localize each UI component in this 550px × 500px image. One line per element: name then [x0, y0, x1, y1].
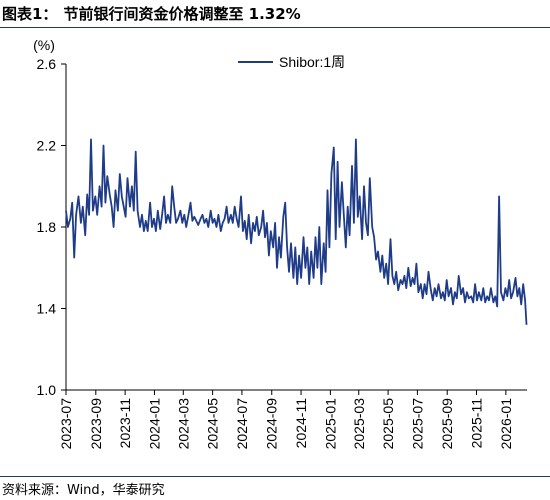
- x-tick-label: 2025-09: [439, 398, 455, 450]
- x-tick-label: 2024-01: [146, 398, 162, 450]
- series-line-shibor-1w: [65, 138, 528, 325]
- line-chart: 1.01.41.82.22.6 2023-07 2023-09 2023-11 202…: [33, 37, 528, 450]
- x-tick-label: 2023-09: [88, 398, 104, 450]
- x-tick-label: 2026-01: [498, 398, 514, 450]
- title-divider: [0, 27, 550, 28]
- x-tick-label: 2025-05: [380, 398, 396, 450]
- chart-legend: Shibor:1周: [238, 54, 345, 70]
- x-tick-label: 2024-03: [175, 398, 191, 450]
- y-tick-label: 1.4: [37, 301, 57, 317]
- y-axis-unit-label: (%): [33, 37, 55, 53]
- x-tick-label: 2024-05: [205, 398, 221, 450]
- x-tick-label: 2025-07: [409, 398, 425, 450]
- footer-divider: [0, 476, 550, 477]
- figure-label: 图表1：: [2, 5, 58, 23]
- x-tick-label: 2025-03: [351, 398, 367, 450]
- x-tick-label: 2025-11: [469, 398, 485, 449]
- x-tick-labels: 2023-07 2023-09 2023-11 2024-01 2024-03 2024-…: [58, 398, 514, 450]
- x-tick-label: 2025-01: [322, 398, 338, 450]
- x-tick-label: 2024-07: [234, 398, 250, 450]
- y-tick-label: 1.0: [37, 382, 57, 398]
- x-tick-label: 2024-09: [264, 398, 280, 450]
- x-tick-label: 2024-11: [293, 398, 309, 449]
- y-tick-labels: 1.0 1.4 1.8 2.2 2.6: [37, 56, 57, 398]
- y-tick-label: 2.6: [37, 56, 57, 72]
- legend-label-shibor-1w: Shibor:1周: [279, 54, 345, 70]
- figure-title-text: 节前银行间资金价格调整至 1.32%: [63, 5, 301, 23]
- y-tick-label: 1.8: [37, 219, 57, 235]
- y-tick-label: 2.2: [37, 138, 57, 154]
- chart-axes: [61, 63, 527, 395]
- x-tick-label: 2023-07: [58, 398, 74, 450]
- figure-title: 图表1： 节前银行间资金价格调整至 1.32%: [2, 3, 301, 24]
- x-tick-label: 2023-11: [117, 398, 133, 449]
- source-note: 资料来源：Wind，华泰研究: [2, 483, 165, 498]
